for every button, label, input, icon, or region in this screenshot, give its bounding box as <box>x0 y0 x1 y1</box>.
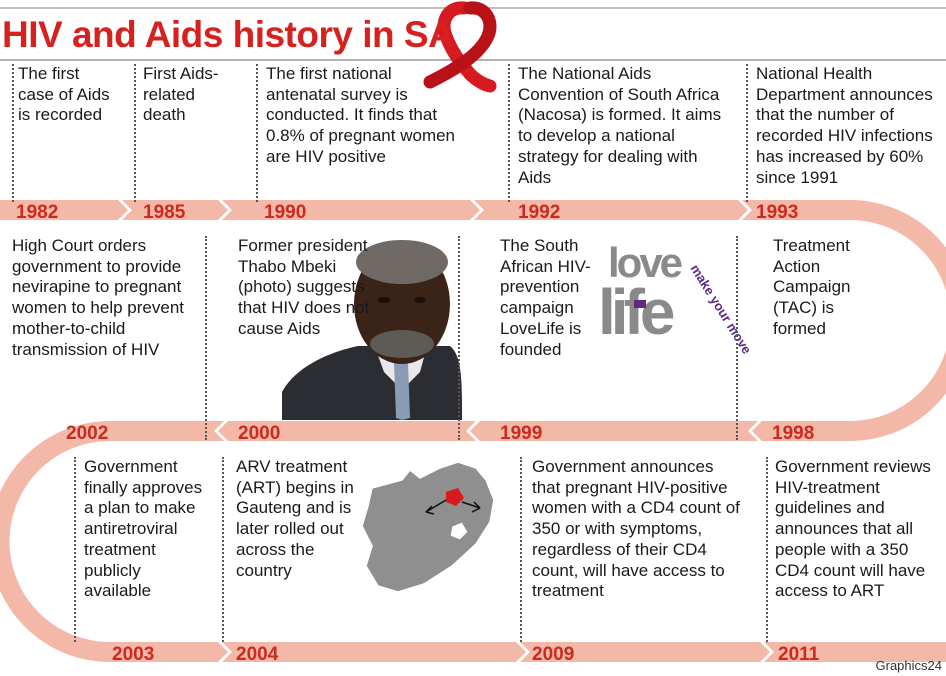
year-2009: 2009 <box>532 644 574 665</box>
band-segment-2004 <box>222 642 526 662</box>
year-labels: 1982 1985 1990 1992 1993 2002 2000 1999 1998 2003… <box>16 202 820 665</box>
band-segment-1992 <box>474 200 748 220</box>
event-text-1993: National Health Department announces tha… <box>756 64 933 187</box>
year-2011: 2011 <box>778 644 820 665</box>
event-text-2000: Former president Thabo Mbeki (photo) sug… <box>238 236 370 338</box>
year-2000: 2000 <box>238 423 280 444</box>
year-2004: 2004 <box>236 644 279 665</box>
year-2003: 2003 <box>112 644 154 665</box>
divider-1990 <box>256 64 258 202</box>
divider-2009 <box>520 457 522 642</box>
graphics-credit: Graphics24 <box>875 658 942 673</box>
year-2002: 2002 <box>66 423 108 444</box>
band-segment-2009 <box>520 642 770 662</box>
year-1999: 1999 <box>500 423 542 444</box>
year-1993: 1993 <box>756 202 798 223</box>
logo-tagline: make your move <box>687 262 754 357</box>
divider-2011 <box>766 457 768 642</box>
divider-2000 <box>458 236 460 440</box>
event-text-2002: High Court orders government to provide … <box>12 236 184 359</box>
gauteng-region <box>446 488 464 506</box>
logo-life: life <box>598 276 674 348</box>
year-1982: 1982 <box>16 202 58 223</box>
year-1985: 1985 <box>143 202 186 223</box>
band-segment-1985 <box>122 200 228 220</box>
band-segment-2002 <box>110 421 224 441</box>
event-text-2011: Government reviews HIV-treatment guideli… <box>775 457 931 601</box>
south-africa-map <box>361 461 495 593</box>
year-1990: 1990 <box>264 202 306 223</box>
band-segment-1982 <box>0 200 128 220</box>
band-segment-2000 <box>218 421 476 441</box>
band-segment-1993 <box>742 200 850 220</box>
event-text-1985: First Aids-related death <box>143 64 219 125</box>
mbeki-photo <box>282 240 462 420</box>
event-text-1992: The National Aids Convention of South Af… <box>518 64 722 187</box>
event-text-2003: Government finally approves a plan to ma… <box>84 457 203 601</box>
divider-1985 <box>134 64 136 202</box>
divider-1992 <box>508 64 510 202</box>
red-ribbon-icon <box>423 1 497 93</box>
band-segment-1999 <box>470 421 758 441</box>
page-title: HIV and Aids history in SA <box>2 14 455 55</box>
event-text-1998: Treatment Action Campaign (TAC) is forme… <box>773 236 851 338</box>
band-segment-1990 <box>222 200 480 220</box>
event-text-1999: The South African HIV-prevention campaig… <box>500 236 591 359</box>
event-text-1990: The first national antenatal survey is c… <box>266 64 456 166</box>
logo-purple-block <box>634 300 646 308</box>
timeline-band <box>0 200 946 662</box>
event-text-2009: Government announces that pregnant HIV-p… <box>532 457 740 601</box>
year-1992: 1992 <box>518 202 560 223</box>
divider-2004 <box>222 457 224 642</box>
divider-2002 <box>205 236 207 440</box>
divider-2003 <box>74 457 76 642</box>
logo-love: love <box>608 239 682 286</box>
event-text-2004: ARV treatment (ART) begins in Gauteng an… <box>236 457 354 580</box>
divider-1999 <box>736 236 738 440</box>
divider-1993 <box>746 64 748 202</box>
event-text-1982: The first case of Aids is recorded <box>18 64 110 125</box>
band-curve-left <box>0 421 110 662</box>
year-1998: 1998 <box>772 423 814 444</box>
band-segment-1998 <box>752 421 850 441</box>
divider-1982 <box>12 64 14 202</box>
lovelife-logo: love life make your move <box>598 239 755 357</box>
band-segment-2011 <box>764 642 946 662</box>
band-segment-2003 <box>110 642 228 662</box>
